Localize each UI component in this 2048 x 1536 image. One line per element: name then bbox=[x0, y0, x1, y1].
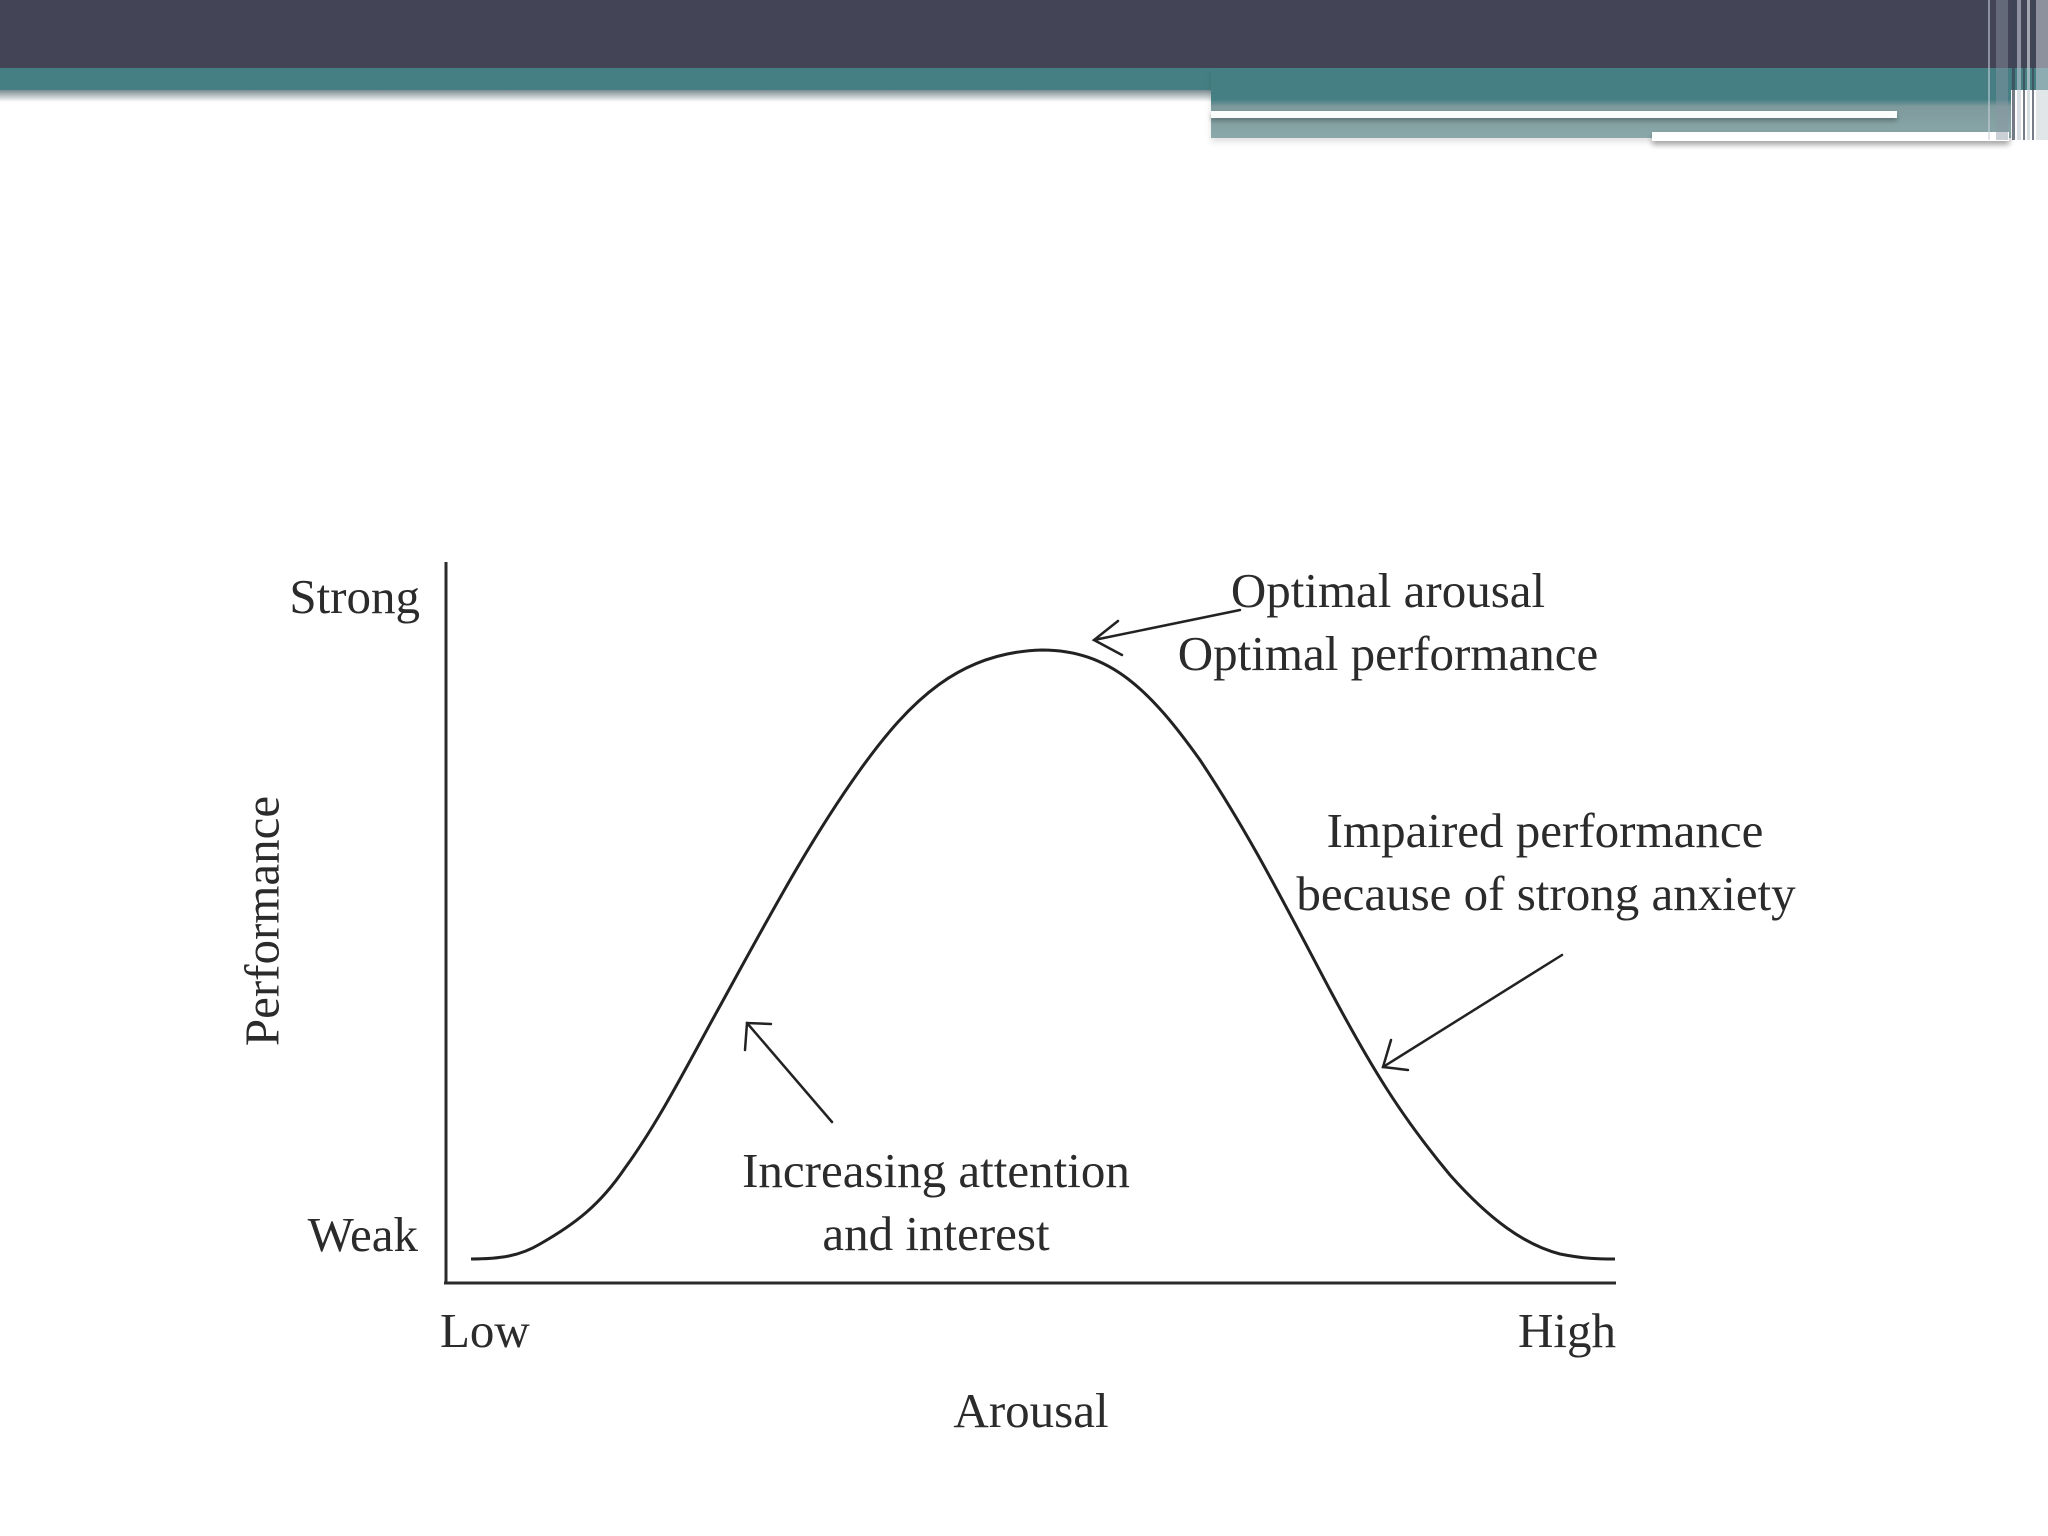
y-tick-strong: Strong bbox=[289, 569, 420, 624]
header-shadow bbox=[0, 90, 1211, 102]
annotation-optimal-arousal: Optimal arousal bbox=[1230, 563, 1546, 618]
header-accent-bar-top bbox=[1211, 111, 1897, 118]
annotation-strong-anxiety: because of strong anxiety bbox=[1296, 866, 1796, 921]
arrow-to-ascending-slope-icon bbox=[743, 1021, 834, 1124]
x-tick-high: High bbox=[1518, 1303, 1616, 1358]
axes bbox=[444, 562, 1616, 1285]
annotation-increasing-attention: Increasing attention bbox=[742, 1143, 1130, 1198]
header-accent-bar-bottom bbox=[1652, 132, 2009, 141]
arrow-to-descending-slope-icon bbox=[1381, 953, 1564, 1072]
annotation-arrows bbox=[743, 608, 1564, 1124]
x-tick-low: Low bbox=[440, 1303, 530, 1358]
annotation-impaired-performance: Impaired performance bbox=[1326, 803, 1764, 858]
annotation-optimal-performance: Optimal performance bbox=[1177, 626, 1599, 681]
y-axis-label: Performance bbox=[234, 795, 290, 1047]
performance-curve bbox=[470, 648, 1616, 1261]
y-tick-weak: Weak bbox=[307, 1207, 418, 1262]
x-axis-label: Arousal bbox=[953, 1383, 1109, 1438]
header-dark-band bbox=[0, 0, 2048, 68]
header-vertical-stripes bbox=[1986, 0, 2048, 140]
annotation-and-interest: and interest bbox=[822, 1206, 1050, 1261]
header-accent-block bbox=[1211, 68, 2011, 138]
arrow-to-peak-icon bbox=[1091, 608, 1242, 657]
